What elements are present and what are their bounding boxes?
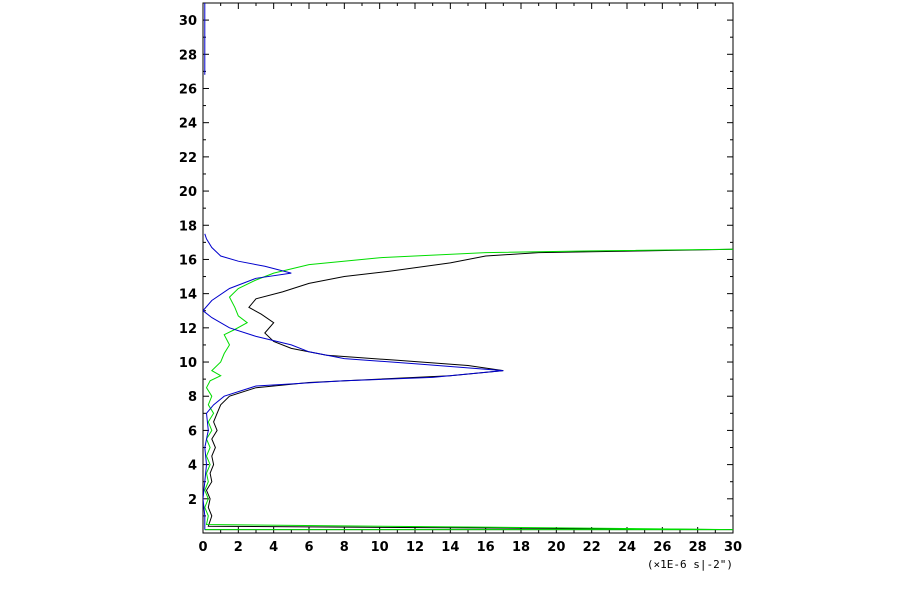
x-tick-label: 20 — [547, 540, 565, 555]
series-line-1 — [204, 248, 733, 531]
x-tick-label: 10 — [371, 540, 389, 555]
tick-labels: 0 2 4 6 8 10 12 14 16 18 20 22 24 26 28 302468101214161… — [179, 14, 742, 555]
plot-frame — [202, 2, 734, 534]
y-tick-label: 26 — [179, 82, 197, 97]
y-tick-label: 14 — [179, 288, 197, 303]
y-tick-label: 20 — [179, 185, 197, 200]
y-tick-label: 6 — [188, 424, 197, 439]
y-tick-label: 30 — [179, 14, 197, 29]
y-tick-label: 8 — [188, 390, 197, 405]
x-tick-label: 22 — [583, 540, 601, 555]
y-tick-label: 24 — [179, 117, 197, 132]
x-tick-label: 30 — [724, 540, 742, 555]
y-tick-label: 12 — [179, 322, 197, 337]
series-line-3 — [203, 233, 504, 530]
x-unit-label: (×1E-6 s|-2") — [647, 558, 733, 571]
series-line-2 — [204, 248, 733, 531]
series-layer — [203, 3, 733, 531]
x-tick-label: 6 — [304, 540, 313, 555]
x-tick-label: 12 — [406, 540, 424, 555]
x-tick-label: 18 — [512, 540, 530, 555]
x-tick-label: 8 — [340, 540, 349, 555]
x-tick-label: 14 — [441, 540, 459, 555]
x-tick-label: 28 — [689, 540, 707, 555]
y-tick-label: 28 — [179, 48, 197, 63]
x-tick-label: 24 — [618, 540, 636, 555]
x-tick-label: 0 — [198, 540, 207, 555]
y-tick-label: 4 — [188, 459, 197, 474]
y-tick-label: 18 — [179, 219, 197, 234]
x-tick-label: 16 — [477, 540, 495, 555]
y-tick-label: 10 — [179, 356, 197, 371]
x-tick-label: 26 — [653, 540, 671, 555]
axis-ticks — [202, 2, 734, 534]
y-tick-label: 16 — [179, 253, 197, 268]
y-tick-label: 22 — [179, 151, 197, 166]
x-tick-label: 4 — [269, 540, 278, 555]
x-tick-label: 2 — [234, 540, 243, 555]
y-tick-label: 2 — [188, 493, 197, 508]
